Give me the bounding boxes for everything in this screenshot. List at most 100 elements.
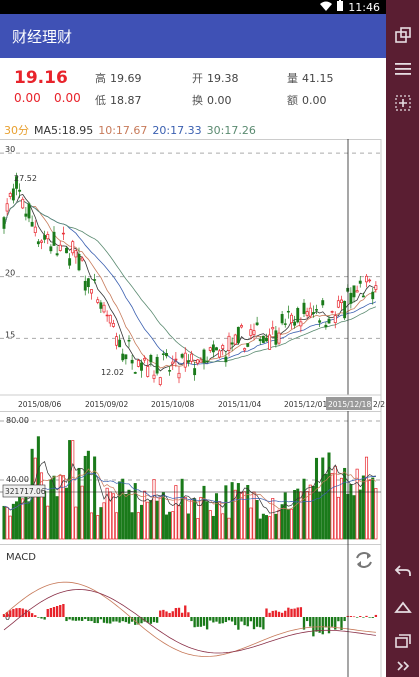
candle-body — [27, 203, 31, 219]
volume-bar — [261, 513, 265, 540]
candlestick-chart[interactable]: 30 20 15 27.52 12.02 2015/08/06 2015/09/02 2015… — [0, 139, 386, 411]
macd-bar — [2, 614, 6, 617]
macd-bar — [59, 605, 62, 617]
macd-bar — [221, 617, 224, 624]
candle-body — [158, 377, 162, 385]
macd-bar — [152, 617, 156, 623]
candle-body — [324, 324, 328, 328]
candle-body — [205, 360, 209, 363]
macd-bar — [215, 617, 218, 622]
volume-bar — [18, 493, 22, 540]
ma10-line — [3, 200, 377, 369]
candle-body — [71, 241, 75, 254]
macd-bar — [227, 617, 231, 621]
volume-bar — [183, 496, 187, 540]
candle-body — [349, 292, 353, 304]
macd-title: MACD — [6, 552, 36, 563]
volume-bar — [58, 474, 62, 540]
macd-bar — [243, 617, 246, 626]
candle-body — [371, 291, 375, 300]
home-icon[interactable] — [386, 592, 419, 622]
candle-body — [130, 359, 134, 364]
macd-bar — [143, 617, 146, 622]
macd-bar — [171, 611, 174, 617]
volume-bar — [324, 474, 328, 540]
volume-chart[interactable]: 80.00 40.00 321717.06 — [0, 411, 386, 544]
candle-body — [286, 310, 290, 313]
candle-body — [133, 372, 137, 374]
volume-bar — [64, 487, 69, 540]
candle-body — [365, 275, 368, 283]
macd-bar — [277, 611, 281, 617]
volume-bar — [152, 479, 156, 540]
candle-body — [358, 280, 362, 284]
candle-body — [215, 347, 218, 351]
volume-bar — [77, 467, 81, 540]
macd-bar — [265, 608, 268, 617]
volume-bar — [358, 489, 362, 540]
macd-bar — [130, 617, 134, 622]
macd-bar — [30, 613, 34, 617]
volume-bar — [255, 500, 259, 540]
volume-bar — [318, 491, 322, 540]
candle-body — [352, 285, 356, 298]
volume-bar — [321, 457, 325, 540]
back-icon[interactable] — [386, 556, 419, 586]
macd-bar — [9, 610, 12, 617]
macd-chart[interactable]: MACD 0 — [0, 544, 386, 677]
macd-bar — [209, 617, 212, 621]
macd-bar — [271, 610, 274, 617]
volume-y-top: 80.00 — [6, 416, 29, 425]
period-selector[interactable]: 30分 — [4, 124, 29, 137]
volume-bar — [111, 493, 115, 540]
refresh-icon[interactable] — [356, 552, 372, 568]
volume-bar — [258, 518, 262, 540]
volume-bar — [33, 457, 37, 540]
price-x-tick: 2015/12/01 — [284, 400, 327, 409]
macd-bar — [240, 617, 243, 622]
volume-bar — [96, 515, 100, 540]
app-title: 财经理财 — [12, 28, 73, 46]
macd-bar — [284, 610, 287, 617]
add-window-icon[interactable] — [386, 88, 419, 118]
windows-icon[interactable] — [386, 20, 419, 50]
candle-body — [61, 232, 65, 235]
candle-body — [252, 330, 256, 335]
candle-body — [290, 314, 293, 323]
macd-bar — [187, 612, 190, 617]
candle-body — [58, 244, 62, 251]
candle-body — [243, 348, 247, 351]
candle-body — [208, 347, 212, 351]
candle-body — [118, 339, 122, 348]
menu-icon[interactable] — [386, 54, 419, 84]
recent-apps-icon[interactable] — [386, 626, 419, 656]
candle-body — [174, 358, 178, 361]
volume-bar — [164, 514, 169, 540]
volume-bar — [83, 455, 87, 540]
volume-bar — [349, 483, 353, 540]
volume-bar — [305, 491, 309, 540]
volume-bar — [227, 517, 231, 540]
candle-body — [255, 322, 259, 326]
volume-bar — [355, 468, 359, 540]
candle-body — [33, 226, 37, 233]
volume-bar — [80, 485, 84, 540]
volume-bar — [89, 512, 94, 540]
macd-bar — [318, 617, 321, 633]
volume-bar — [233, 489, 237, 540]
candle-body — [283, 323, 287, 325]
macd-bar — [287, 607, 290, 617]
volume-bar — [52, 475, 56, 540]
macd-bar — [165, 611, 168, 617]
candle-body — [333, 315, 337, 323]
price-x-tick: 2015/11/04 — [218, 400, 261, 409]
candle-body — [202, 349, 206, 363]
expand-icon[interactable] — [386, 656, 419, 676]
candle-body — [321, 300, 325, 306]
candle-body — [183, 352, 187, 368]
volume-bar — [55, 496, 59, 540]
price-x-tick-partial: 2/2 — [373, 400, 385, 409]
turnover-field: 换 0.00 — [192, 94, 232, 107]
macd-bar — [121, 617, 124, 622]
candle-body — [136, 360, 140, 367]
